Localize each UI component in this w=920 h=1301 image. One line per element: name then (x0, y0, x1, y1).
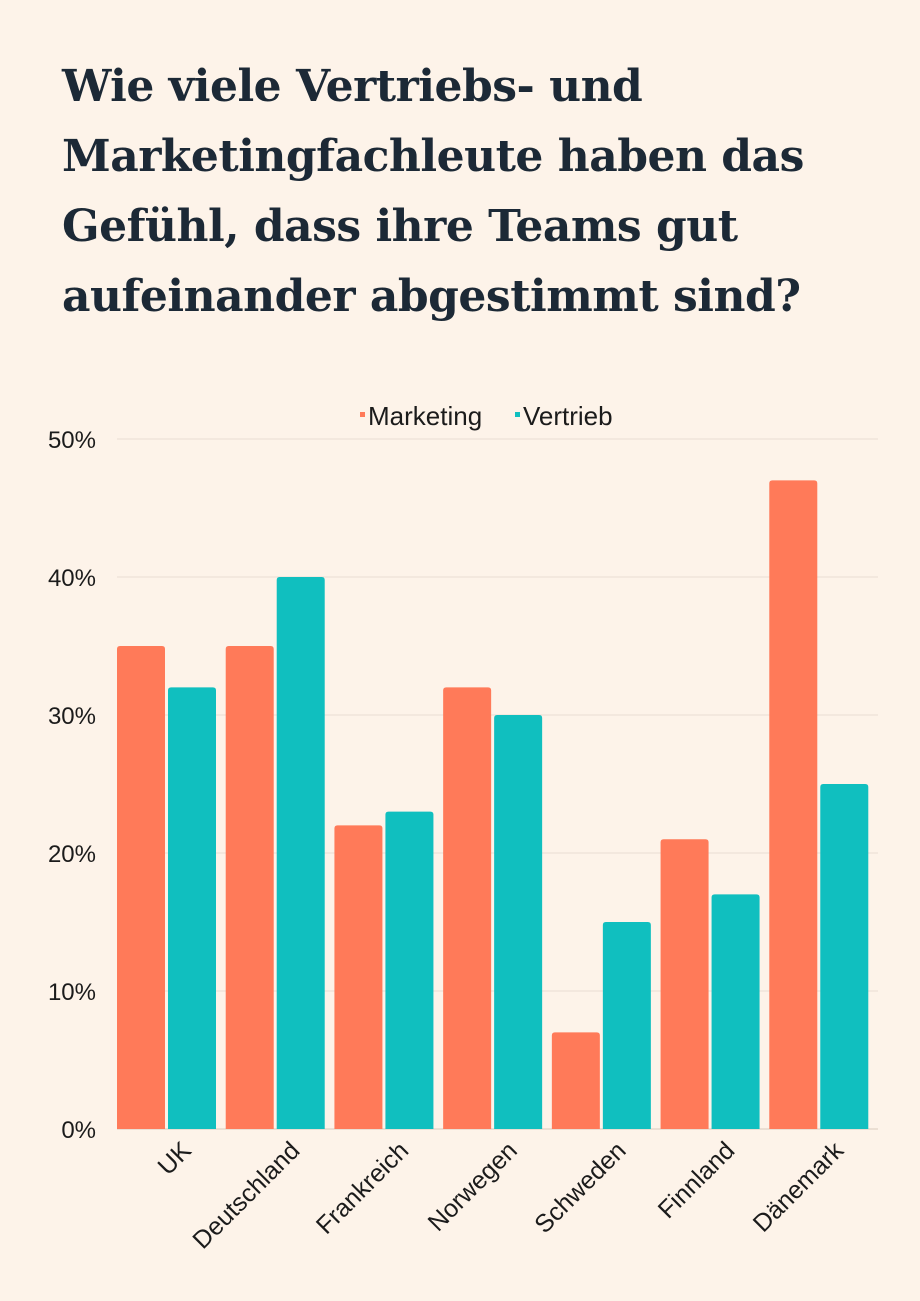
x-category-label: Schweden (529, 1136, 631, 1238)
y-tick-label: 50% (48, 427, 96, 454)
x-category-label: Norwegen (423, 1136, 523, 1236)
x-category-label: Finnland (653, 1136, 741, 1224)
bar-marketing (443, 687, 492, 1129)
bar-vertrieb (385, 811, 434, 1129)
legend-swatch-marketing (360, 412, 365, 417)
y-tick-label: 40% (48, 565, 96, 592)
legend-label-marketing: Marketing (368, 401, 482, 431)
bar-marketing (117, 646, 165, 1129)
legend-swatch-vertrieb (515, 412, 520, 417)
chart-title: Wie viele Vertriebs- und Marketingfachle… (62, 61, 804, 322)
x-category-label: Frankreich (311, 1136, 414, 1239)
bar-marketing (551, 1032, 600, 1129)
x-category-label: Dänemark (748, 1136, 850, 1238)
bar-marketing (334, 825, 383, 1129)
bar-vertrieb (494, 715, 543, 1129)
bar-vertrieb (168, 687, 216, 1129)
x-category-label: Deutschland (187, 1136, 305, 1254)
x-category-label: UK (152, 1136, 197, 1181)
y-tick-label: 20% (48, 841, 96, 868)
bar-marketing (225, 646, 274, 1129)
bar-marketing (769, 480, 818, 1129)
bar-vertrieb (276, 577, 325, 1129)
bar-vertrieb (820, 784, 869, 1129)
bar-vertrieb (602, 922, 651, 1129)
bar-marketing (660, 839, 709, 1129)
legend-label-vertrieb: Vertrieb (523, 401, 613, 431)
bar-vertrieb (711, 894, 760, 1129)
y-tick-label: 0% (61, 1117, 96, 1144)
y-tick-label: 30% (48, 703, 96, 730)
y-tick-label: 10% (48, 979, 96, 1006)
